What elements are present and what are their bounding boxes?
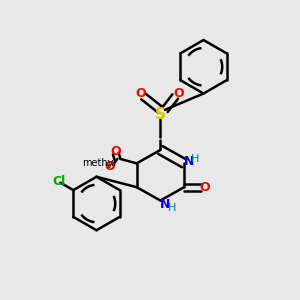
- Text: H: H: [191, 154, 200, 164]
- Text: S: S: [155, 107, 166, 122]
- Text: O: O: [105, 160, 115, 173]
- Text: H: H: [167, 203, 176, 213]
- Text: N: N: [160, 199, 170, 212]
- Text: methyl: methyl: [82, 158, 116, 168]
- Text: O: O: [110, 145, 121, 158]
- Text: N: N: [184, 155, 194, 168]
- Text: Cl: Cl: [52, 175, 66, 188]
- Text: O: O: [173, 87, 184, 100]
- Text: O: O: [135, 87, 146, 100]
- Text: O: O: [200, 181, 210, 194]
